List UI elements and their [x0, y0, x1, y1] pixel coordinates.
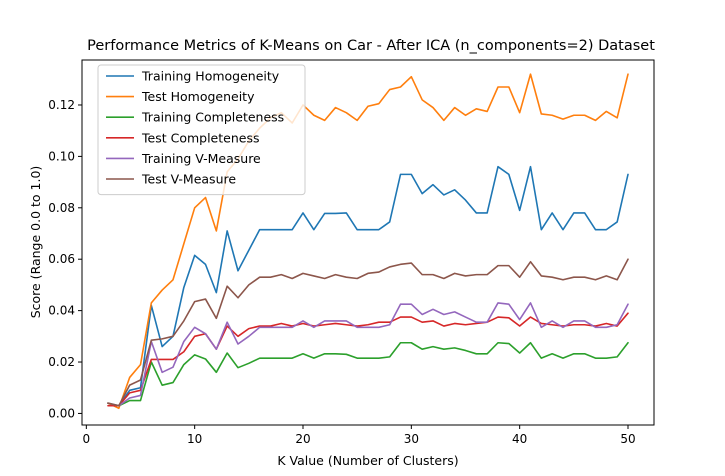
y-tick-label: 0.08: [48, 201, 75, 215]
series-line-3: [107, 312, 629, 407]
legend-label: Training Homogeneity: [141, 69, 280, 84]
x-axis-label: K Value (Number of Clusters): [277, 453, 458, 468]
y-tick-label: 0.00: [48, 406, 75, 420]
x-tick-label: 40: [512, 432, 527, 446]
series-line-2: [107, 341, 629, 407]
series-line-5: [107, 258, 629, 407]
legend: Training Homogeneity Test Homogeneity Trai…: [97, 64, 306, 196]
x-tick-label: 50: [620, 432, 635, 446]
x-tick-label: 30: [404, 432, 419, 446]
series-layer: [107, 73, 629, 410]
series-line-4: [107, 302, 629, 407]
x-tick-label: 10: [187, 432, 202, 446]
legend-label: Test Homogeneity: [141, 89, 255, 104]
legend-label: Test V-Measure: [141, 172, 236, 187]
legend-box: [97, 64, 306, 196]
legend-label: Training Completeness: [141, 110, 284, 125]
y-tick-label: 0.12: [48, 98, 75, 112]
y-tick-label: 0.04: [48, 304, 75, 318]
x-tick-label: 20: [295, 432, 310, 446]
legend-label: Training V-Measure: [141, 151, 261, 166]
y-tick-label: 0.06: [48, 252, 75, 266]
x-axis: 0 10 20 30 40 50: [83, 425, 636, 446]
series-line-0: [107, 165, 629, 407]
y-tick-label: 0.10: [48, 149, 75, 163]
chart-title: Performance Metrics of K-Means on Car - …: [87, 38, 655, 54]
y-tick-label: 0.02: [48, 355, 75, 369]
x-tick-label: 0: [83, 432, 91, 446]
series-line-1: [107, 73, 629, 410]
legend-label: Test Completeness: [141, 130, 259, 145]
y-axis-label: Score (Range 0.0 to 1.0): [28, 166, 43, 319]
y-axis: 0.00 0.02 0.04 0.06 0.08 0.10 0.12: [48, 98, 82, 420]
